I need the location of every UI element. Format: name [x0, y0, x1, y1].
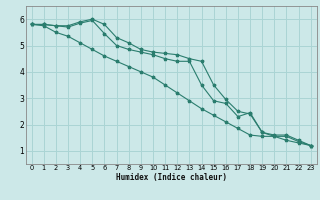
X-axis label: Humidex (Indice chaleur): Humidex (Indice chaleur) [116, 173, 227, 182]
